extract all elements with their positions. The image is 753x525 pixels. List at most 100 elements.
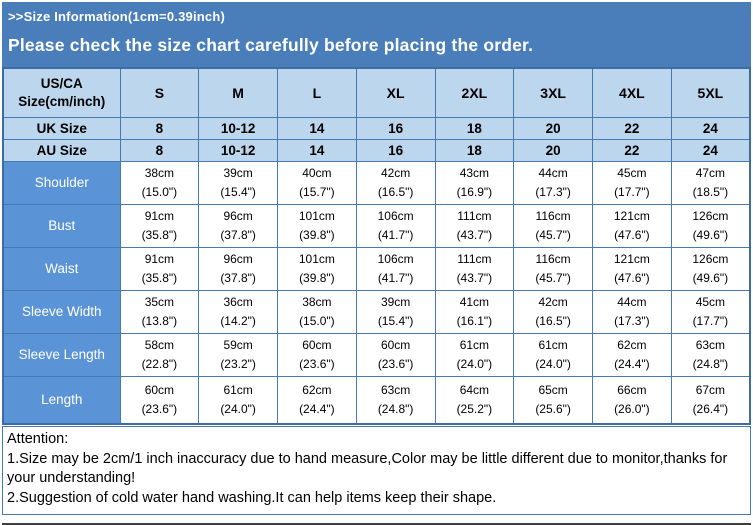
measure-value-cell: 62cm (24.4") — [592, 332, 672, 377]
measure-value-cell: 60cm (23.6") — [355, 332, 436, 377]
measure-value-cell: 38cm (15.0") — [277, 289, 357, 334]
measure-cm: 61cm — [459, 337, 490, 352]
measure-value-cell: 121cm (47.6") — [592, 246, 672, 291]
size-row-label: AU Size — [2, 138, 121, 162]
measure-row: Bust 91cm (35.8") 96cm (37.8") 101cm (39.8") 10… — [2, 203, 751, 248]
measure-cm: 67cm — [695, 382, 726, 397]
size-value-cell: 24 — [670, 116, 751, 140]
measure-value-cell: 65cm (25.6") — [513, 375, 593, 425]
measure-cm: 116cm — [535, 251, 571, 266]
measure-value-cell: 61cm (24.0") — [513, 332, 593, 377]
measure-value-cell: 63cm (24.8") — [355, 375, 436, 425]
measure-cm: 59cm — [223, 337, 253, 352]
measure-row-label: Shoulder — [2, 160, 121, 205]
size-row: AU Size 8 10-12 14 16 18 20 22 24 — [2, 138, 751, 162]
measure-row-label: Waist — [2, 246, 121, 291]
measure-inch: (23.6") — [141, 401, 178, 416]
corner-header-cell: US/CA Size(cm/inch) — [2, 67, 121, 118]
measure-cm: 43cm — [459, 165, 490, 180]
measure-row-label: Length — [2, 375, 121, 425]
measure-cm: 40cm — [302, 165, 332, 180]
measure-cm: 96cm — [223, 208, 253, 223]
corner-label-line1: US/CA — [40, 75, 83, 91]
measure-value-cell: 60cm (23.6") — [119, 375, 200, 425]
size-chart-warning-title: Please check the size chart carefully be… — [8, 35, 534, 55]
size-column-header: L — [277, 67, 357, 118]
measure-cm: 116cm — [535, 208, 571, 223]
measure-cm: 35cm — [144, 294, 175, 309]
corner-label-line2: Size(cm/inch) — [18, 93, 106, 109]
measure-inch: (25.6") — [535, 401, 571, 416]
measure-inch: (47.6") — [614, 227, 650, 242]
measure-value-cell: 91cm (35.8") — [119, 203, 200, 248]
measure-cm: 106cm — [377, 251, 414, 266]
measure-cm: 111cm — [457, 208, 492, 223]
measure-inch: (24.0") — [220, 401, 256, 416]
measure-value-cell: 126cm (49.6") — [670, 246, 751, 291]
measure-value-cell: 66cm (26.0") — [592, 375, 672, 425]
measure-inch: (16.5") — [377, 184, 414, 199]
measure-row: Sleeve Width 35cm (13.8") 36cm (14.2") 38cm (1… — [2, 289, 751, 334]
measure-value-cell: 58cm (22.8") — [119, 332, 200, 377]
measure-value-cell: 111cm (43.7") — [434, 203, 515, 248]
measure-value-cell: 45cm (17.7") — [670, 289, 751, 334]
measure-value-cell: 61cm (24.0") — [198, 375, 278, 425]
measure-value-cell: 39cm (15.4") — [355, 289, 436, 334]
size-info-banner: >>Size Information(1cm=0.39inch) Please … — [2, 2, 751, 67]
measure-cm: 121cm — [613, 208, 650, 223]
measure-cm: 101cm — [298, 208, 335, 223]
measure-cm: 66cm — [617, 382, 647, 397]
measure-cm: 61cm — [538, 337, 568, 352]
measure-inch: (23.2") — [220, 356, 256, 371]
measure-value-cell: 47cm (18.5") — [670, 160, 751, 205]
size-value-cell: 20 — [513, 138, 593, 162]
measure-row-label: Sleeve Width — [2, 289, 121, 334]
size-column-header: 4XL — [592, 67, 672, 118]
measure-inch: (45.7") — [535, 227, 571, 242]
measure-cm: 65cm — [538, 382, 568, 397]
measure-cm: 38cm — [144, 165, 175, 180]
size-value-cell: 10-12 — [198, 138, 278, 162]
size-value-cell: 8 — [119, 138, 200, 162]
size-value-cell: 22 — [592, 138, 672, 162]
measure-value-cell: 116cm (45.7") — [513, 246, 593, 291]
measure-inch: (49.6") — [692, 270, 729, 285]
measure-cm: 62cm — [617, 337, 647, 352]
measure-cm: 58cm — [144, 337, 175, 352]
measure-row-label: Sleeve Length — [2, 332, 121, 377]
measure-cm: 60cm — [144, 382, 175, 397]
measure-inch: (17.7") — [614, 184, 650, 199]
measure-inch: (41.7") — [377, 270, 414, 285]
measure-row: Waist 91cm (35.8") 96cm (37.8") 101cm (39.8") 1… — [2, 246, 751, 291]
size-value-cell: 18 — [434, 116, 515, 140]
measure-inch: (49.6") — [692, 227, 729, 242]
measure-cm: 111cm — [457, 251, 492, 266]
attention-line-2: 2.Suggestion of cold water hand washing.… — [7, 489, 497, 506]
measure-row: Sleeve Length 58cm (22.8") 59cm (23.2") 60cm (… — [2, 332, 751, 377]
measure-inch: (16.5") — [535, 313, 571, 328]
measure-cm: 91cm — [144, 208, 175, 223]
measure-inch: (15.4") — [220, 184, 256, 199]
size-column-header: XL — [355, 67, 436, 118]
measure-inch: (16.1") — [456, 313, 493, 328]
measure-value-cell: 45cm (17.7") — [592, 160, 672, 205]
measure-inch: (24.8") — [692, 356, 729, 371]
measure-cm: 91cm — [144, 251, 175, 266]
measure-inch: (37.8") — [220, 227, 256, 242]
size-value-cell: 8 — [119, 116, 200, 140]
measure-cm: 36cm — [223, 294, 253, 309]
measure-cm: 63cm — [380, 382, 411, 397]
size-value-cell: 16 — [355, 138, 436, 162]
measure-inch: (43.7") — [456, 270, 493, 285]
measure-inch: (39.8") — [299, 227, 335, 242]
size-column-header: 5XL — [670, 67, 751, 118]
measure-inch: (15.0") — [299, 313, 335, 328]
measure-value-cell: 63cm (24.8") — [670, 332, 751, 377]
measure-value-cell: 62cm (24.4") — [277, 375, 357, 425]
size-chart-table: US/CA Size(cm/inch) S M L XL 2XL 3XL 4XL 5XL UK Si… — [2, 67, 751, 425]
attention-heading: Attention: — [7, 431, 69, 447]
measure-value-cell: 91cm (35.8") — [119, 246, 200, 291]
measure-cm: 45cm — [617, 165, 647, 180]
measure-value-cell: 38cm (15.0") — [119, 160, 200, 205]
measure-value-cell: 101cm (39.8") — [277, 203, 357, 248]
